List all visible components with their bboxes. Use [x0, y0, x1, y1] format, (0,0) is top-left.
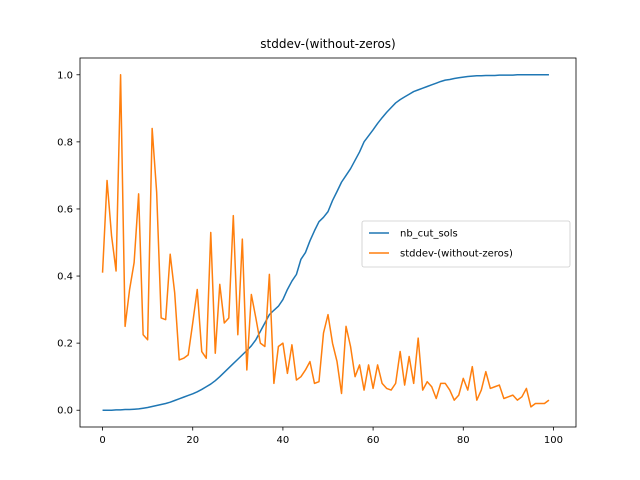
series-line-0 — [102, 74, 549, 411]
legend-label: nb_cut_sols — [400, 229, 458, 240]
plot-area — [79, 57, 577, 428]
x-tick-label: 60 — [367, 435, 380, 446]
y-axis: 0.0 0.2 0.4 0.6 0.8 1.0 — [57, 70, 80, 417]
chart-title: stddev-(without-zeros) — [260, 37, 395, 51]
x-tick-label: 80 — [457, 435, 470, 446]
x-tick-label: 20 — [186, 435, 199, 446]
x-tick-label: 100 — [544, 435, 563, 446]
y-tick-label: 0.6 — [57, 204, 73, 215]
legend-label: stddev-(without-zeros) — [400, 249, 513, 260]
x-tick-label: 0 — [99, 435, 105, 446]
y-tick-label: 0.0 — [57, 406, 73, 417]
plot-frame — [79, 57, 577, 428]
y-tick-label: 1.0 — [57, 70, 73, 81]
legend-box — [361, 220, 571, 268]
y-tick-label: 0.2 — [57, 339, 73, 350]
y-tick-label: 0.4 — [57, 272, 73, 283]
series-line-1 — [101, 74, 550, 408]
legend: nb_cut_sols stddev-(without-zeros) — [361, 220, 571, 268]
x-tick-label: 40 — [277, 435, 290, 446]
x-axis: 0 20 40 60 80 100 — [99, 427, 563, 446]
y-tick-label: 0.8 — [57, 137, 73, 148]
